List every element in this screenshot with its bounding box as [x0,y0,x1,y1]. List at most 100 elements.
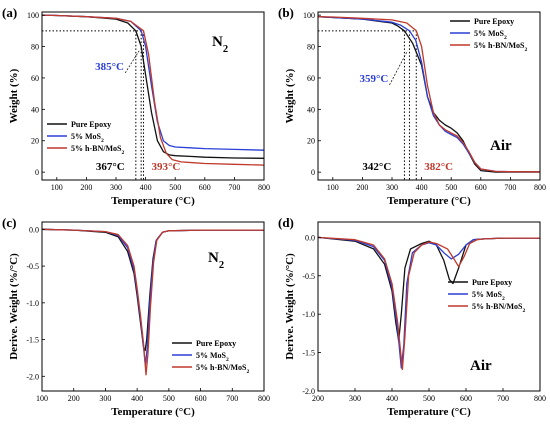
plot-frame [41,221,265,392]
x-tick-label: 300 [99,394,111,403]
y-tick-label: 100 [27,11,39,20]
panel-label: (c) [2,215,16,230]
y-tick-label: 0 [311,168,315,177]
onset-annotation: 342°C [362,161,391,173]
y-axis-label: Derive. Weight (%/°C) [8,253,20,360]
y-axis-label: Weight (%) [8,68,20,123]
x-tick-label: 300 [110,183,122,192]
panel-c: 100 200 300 400 500 600 700 800 0.0 -0.5 -1.0 -1.5 -… [2,215,270,418]
legend-label: Pure Epoxy [472,278,512,287]
legend-label: 5% h-BN/MoS2 [71,144,124,156]
plot-frame [317,11,541,181]
x-tick-label: 200 [356,183,368,192]
y-tick-label: 80 [31,43,39,52]
series-line-2 [41,228,264,376]
y-tick-label: 20 [31,137,39,146]
y-tick-label: 100 [303,11,315,20]
x-axis-label: Temperature (°C) [111,406,195,418]
y-tick-label: -1.5 [26,336,39,345]
x-tick-label: 700 [504,183,516,192]
x-tick-label: 500 [423,394,435,403]
x-tick-label: 700 [497,394,509,403]
x-tick-label: 400 [386,394,398,403]
x-tick-label: 600 [199,183,211,192]
y-axis-label: Weight (%) [284,68,296,123]
x-axis-label: Temperature (°C) [387,195,471,207]
series-line-2 [41,14,265,166]
panel-a: 100 200 300 400 500 600 700 800 0 20 40 60 80 100 Temp… [2,5,270,207]
x-tick-label: 400 [131,394,143,403]
x-tick-label: 600 [460,394,472,403]
x-tick-label: 300 [386,183,398,192]
x-tick-label: 200 [68,394,80,403]
onset-annotation: 359°C [359,73,388,85]
y-tick-label: -1.0 [26,299,39,308]
x-axis-label: Temperature (°C) [387,406,471,418]
atmosphere-label: N2 [208,250,224,271]
y-tick-label: -0.5 [26,262,39,271]
y-tick-label: 0 [35,168,39,177]
legend-label: Pure Epoxy [196,339,236,348]
panel-label: (b) [278,5,294,20]
x-tick-label: 500 [169,183,181,192]
x-tick-label: 100 [36,394,48,403]
legend-label: 5% h-BN/MoS2 [196,363,249,375]
y-tick-label: 60 [31,74,39,83]
onset-annotation: 367°C [96,161,125,173]
x-tick-label: 100 [51,183,63,192]
x-tick-label: 200 [80,183,92,192]
onset-annotation: 385°C [95,61,124,73]
series-line-2 [317,236,540,371]
y-axis-label: Derive. Weight (%/°C) [284,253,296,360]
x-tick-label: 700 [228,183,240,192]
x-tick-label: 500 [445,183,457,192]
panel-label: (a) [2,5,17,20]
x-tick-label: 600 [475,183,487,192]
x-tick-label: 800 [258,394,270,403]
x-tick-label: 500 [163,394,175,403]
y-tick-label: 60 [307,74,315,83]
y-tick-label: -1.0 [302,310,315,319]
legend-label: 5% MoS2 [472,290,505,302]
series-line-0 [41,228,264,352]
series-line-1 [41,14,265,151]
legend-label: 5% h-BN/MoS2 [474,41,527,53]
y-tick-label: -2.0 [26,372,39,381]
legend-label: 5% h-BN/MoS2 [472,302,525,314]
legend-label: 5% MoS2 [71,132,104,144]
atmosphere-label: Air [470,358,492,374]
x-tick-label: 700 [226,394,238,403]
panel-b: 100 200 300 400 500 600 700 800 0 20 40 60 80 100 Temp… [278,5,546,207]
y-tick-label: 0.0 [29,225,39,234]
x-tick-label: 400 [416,183,428,192]
annotation-arrow [124,50,140,74]
annotation-arrow [389,50,408,86]
series-line-0 [317,16,540,173]
y-tick-label: 20 [307,137,315,146]
panel-label: (d) [278,215,294,230]
legend-label: 5% MoS2 [474,29,507,41]
x-axis-label: Temperature (°C) [111,195,195,207]
x-tick-label: 800 [534,183,546,192]
onset-annotation: 382°C [424,161,453,173]
x-tick-label: 100 [327,183,339,192]
y-tick-label: -1.5 [302,349,315,358]
y-tick-label: 40 [31,105,39,114]
x-tick-label: 400 [140,183,152,192]
series-line-0 [317,236,540,342]
x-tick-label: 800 [258,183,270,192]
x-tick-label: 600 [195,394,207,403]
series-line-2 [317,16,541,173]
legend-label: Pure Epoxy [71,120,111,129]
y-tick-label: -2.0 [302,387,315,396]
y-tick-label: 0.0 [305,233,315,242]
onset-annotation: 393°C [152,161,181,173]
plot-frame [41,11,265,181]
panel-d: 200 300 400 500 600 700 800 0.0 -0.5 -1.0 -1.5 -2.0… [278,215,546,418]
x-tick-label: 300 [349,394,361,403]
